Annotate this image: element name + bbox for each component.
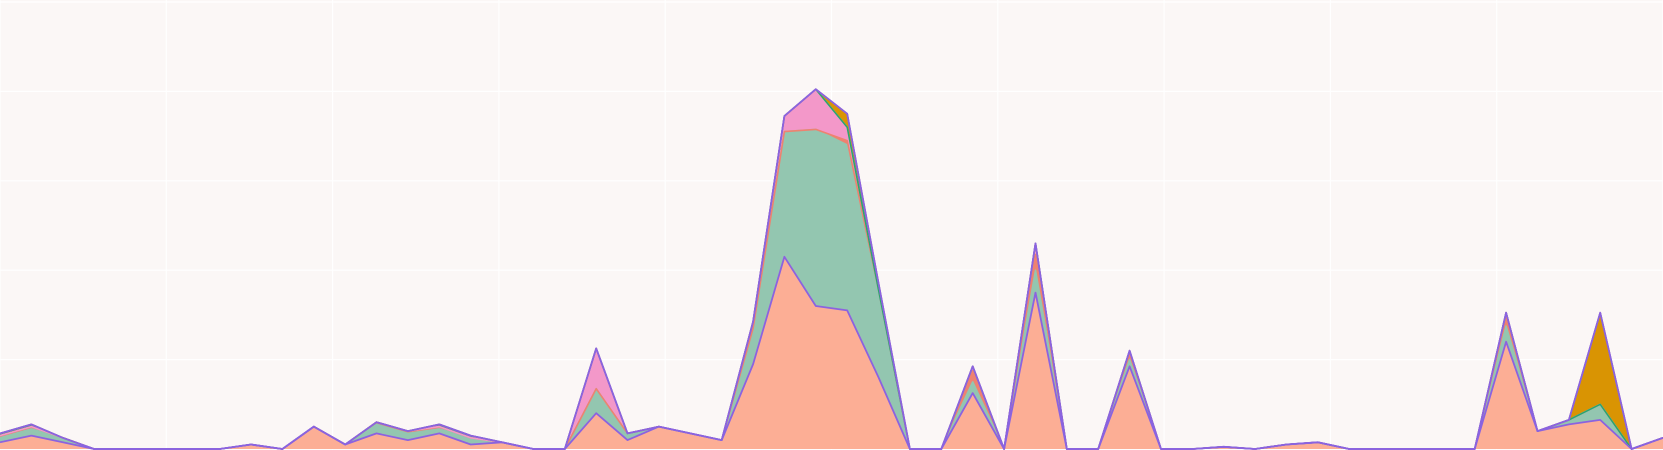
series-area-0	[0, 256, 1663, 449]
series-line-first	[0, 255, 1663, 450]
series-areas	[0, 89, 1663, 449]
series-lines	[0, 88, 1663, 450]
series-area-1	[0, 129, 1663, 449]
